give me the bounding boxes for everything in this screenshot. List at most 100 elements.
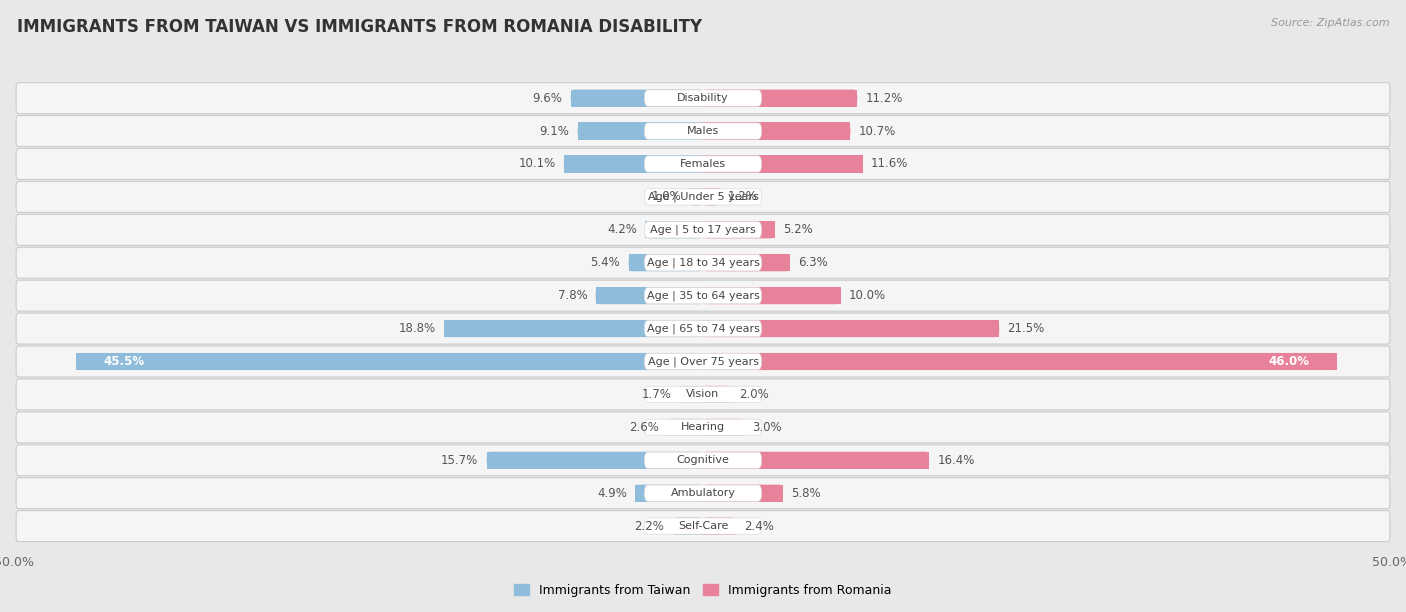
Text: 3.0%: 3.0% — [752, 421, 782, 434]
Bar — [636, 485, 703, 502]
Text: Age | 65 to 74 years: Age | 65 to 74 years — [647, 323, 759, 334]
Text: 1.2%: 1.2% — [728, 190, 758, 203]
Text: Source: ZipAtlas.com: Source: ZipAtlas.com — [1271, 18, 1389, 28]
Text: 10.0%: 10.0% — [849, 289, 886, 302]
Text: 9.1%: 9.1% — [540, 125, 569, 138]
Bar — [703, 320, 1000, 337]
Text: 4.9%: 4.9% — [598, 487, 627, 499]
Text: 6.3%: 6.3% — [799, 256, 828, 269]
Bar — [679, 386, 703, 403]
FancyBboxPatch shape — [15, 149, 1391, 179]
FancyBboxPatch shape — [15, 313, 1391, 344]
Text: IMMIGRANTS FROM TAIWAN VS IMMIGRANTS FROM ROMANIA DISABILITY: IMMIGRANTS FROM TAIWAN VS IMMIGRANTS FRO… — [17, 18, 702, 36]
FancyBboxPatch shape — [15, 478, 1391, 509]
Text: 21.5%: 21.5% — [1008, 322, 1045, 335]
Text: Hearing: Hearing — [681, 422, 725, 432]
Bar — [571, 89, 703, 106]
Text: 2.4%: 2.4% — [744, 520, 775, 532]
FancyBboxPatch shape — [644, 452, 762, 468]
Bar — [444, 320, 703, 337]
Text: 1.7%: 1.7% — [641, 388, 671, 401]
Text: 1.0%: 1.0% — [651, 190, 681, 203]
Bar — [564, 155, 703, 173]
Bar — [703, 155, 863, 173]
FancyBboxPatch shape — [644, 518, 762, 534]
FancyBboxPatch shape — [644, 90, 762, 106]
Text: 16.4%: 16.4% — [938, 453, 974, 467]
Text: Age | 18 to 34 years: Age | 18 to 34 years — [647, 258, 759, 268]
FancyBboxPatch shape — [703, 386, 731, 403]
Text: 10.7%: 10.7% — [859, 125, 896, 138]
FancyBboxPatch shape — [15, 116, 1391, 146]
Bar — [703, 386, 731, 403]
FancyBboxPatch shape — [703, 485, 783, 502]
FancyBboxPatch shape — [644, 485, 762, 501]
Text: Age | 35 to 64 years: Age | 35 to 64 years — [647, 291, 759, 301]
Text: 5.4%: 5.4% — [591, 256, 620, 269]
FancyBboxPatch shape — [644, 288, 762, 304]
FancyBboxPatch shape — [672, 518, 703, 535]
Bar — [628, 254, 703, 271]
Bar — [703, 122, 851, 140]
FancyBboxPatch shape — [644, 353, 762, 370]
Bar — [703, 452, 929, 469]
Text: 4.2%: 4.2% — [607, 223, 637, 236]
Bar — [703, 419, 744, 436]
FancyBboxPatch shape — [703, 518, 737, 535]
Bar — [703, 518, 737, 535]
Text: Age | Over 75 years: Age | Over 75 years — [648, 356, 758, 367]
FancyBboxPatch shape — [15, 346, 1391, 377]
FancyBboxPatch shape — [15, 445, 1391, 476]
Text: 5.8%: 5.8% — [792, 487, 821, 499]
FancyBboxPatch shape — [76, 353, 703, 370]
Bar — [703, 222, 775, 239]
FancyBboxPatch shape — [644, 156, 762, 172]
FancyBboxPatch shape — [564, 155, 703, 173]
Text: 11.2%: 11.2% — [866, 92, 903, 105]
FancyBboxPatch shape — [703, 89, 858, 106]
Text: Vision: Vision — [686, 389, 720, 400]
FancyBboxPatch shape — [644, 222, 762, 238]
Text: 2.2%: 2.2% — [634, 520, 665, 532]
Bar — [703, 287, 841, 304]
Text: Females: Females — [681, 159, 725, 169]
Text: 11.6%: 11.6% — [872, 157, 908, 171]
Bar — [486, 452, 703, 469]
Bar — [703, 353, 1337, 370]
FancyBboxPatch shape — [703, 122, 851, 140]
FancyBboxPatch shape — [644, 123, 762, 139]
FancyBboxPatch shape — [703, 222, 775, 239]
FancyBboxPatch shape — [628, 254, 703, 271]
FancyBboxPatch shape — [645, 222, 703, 239]
FancyBboxPatch shape — [15, 83, 1391, 114]
FancyBboxPatch shape — [703, 188, 720, 206]
Legend: Immigrants from Taiwan, Immigrants from Romania: Immigrants from Taiwan, Immigrants from … — [509, 579, 897, 602]
FancyBboxPatch shape — [596, 287, 703, 304]
FancyBboxPatch shape — [689, 188, 703, 206]
FancyBboxPatch shape — [703, 320, 1000, 337]
FancyBboxPatch shape — [15, 214, 1391, 245]
Text: 10.1%: 10.1% — [519, 157, 555, 171]
FancyBboxPatch shape — [15, 181, 1391, 212]
FancyBboxPatch shape — [703, 254, 790, 271]
Text: Males: Males — [688, 126, 718, 136]
Text: 18.8%: 18.8% — [398, 322, 436, 335]
Text: 15.7%: 15.7% — [441, 453, 478, 467]
FancyBboxPatch shape — [703, 353, 1337, 370]
Bar — [703, 89, 858, 106]
FancyBboxPatch shape — [15, 412, 1391, 443]
Text: 2.6%: 2.6% — [628, 421, 659, 434]
Bar — [672, 518, 703, 535]
FancyBboxPatch shape — [703, 287, 841, 304]
FancyBboxPatch shape — [486, 452, 703, 469]
Bar — [703, 188, 720, 206]
FancyBboxPatch shape — [444, 320, 703, 337]
Bar — [689, 188, 703, 206]
Bar — [596, 287, 703, 304]
Text: 45.5%: 45.5% — [104, 355, 145, 368]
FancyBboxPatch shape — [15, 510, 1391, 542]
FancyBboxPatch shape — [15, 247, 1391, 278]
FancyBboxPatch shape — [644, 255, 762, 271]
FancyBboxPatch shape — [636, 485, 703, 502]
FancyBboxPatch shape — [644, 321, 762, 337]
